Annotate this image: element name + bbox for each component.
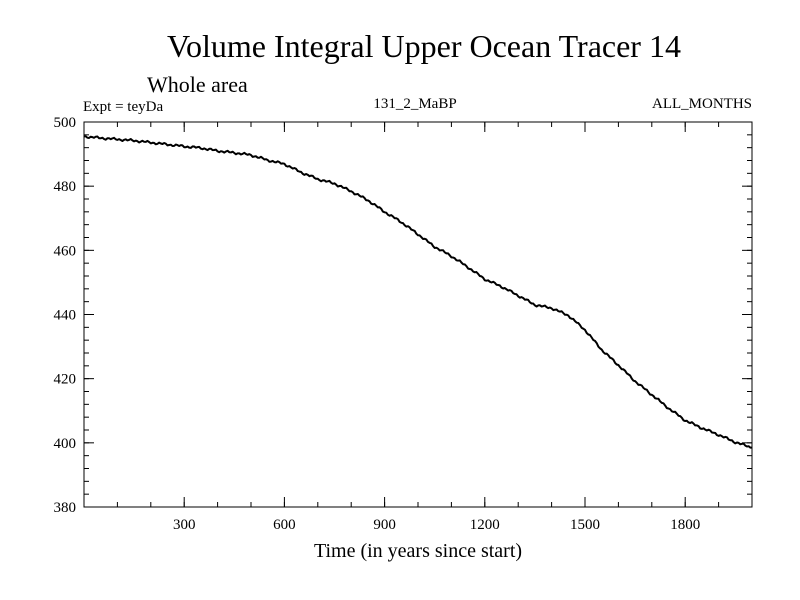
series-line [83,135,752,449]
y-axis-tick-labels: 380 400 420 440 460 480 500 [54,115,77,516]
y-tick-label: 440 [54,308,77,324]
run-label: 131_2_MaBP [373,96,456,112]
chart-subtitle: Whole area [147,72,248,97]
y-tick-label: 480 [54,179,77,195]
x-tick-label: 1500 [570,517,600,533]
y-tick-label: 460 [54,243,77,259]
x-tick-label: 900 [373,517,396,533]
x-tick-label: 600 [273,517,296,533]
y-tick-label: 420 [54,372,77,388]
x-tick-label: 1800 [670,517,700,533]
axis-ticks [84,121,752,508]
chart-title: Volume Integral Upper Ocean Tracer 14 [167,28,681,64]
x-axis-label: Time (in years since start) [314,540,522,562]
x-tick-label: 1200 [470,517,500,533]
plot-frame [83,121,753,508]
x-axis-tick-labels: 300 600 900 1200 1500 1800 [173,517,700,533]
y-tick-label: 380 [54,500,77,516]
y-tick-label: 500 [54,115,77,131]
x-tick-label: 300 [173,517,196,533]
y-tick-label: 400 [54,436,77,452]
experiment-label: Expt = teyDa [83,99,163,115]
period-label: ALL_MONTHS [652,96,752,112]
